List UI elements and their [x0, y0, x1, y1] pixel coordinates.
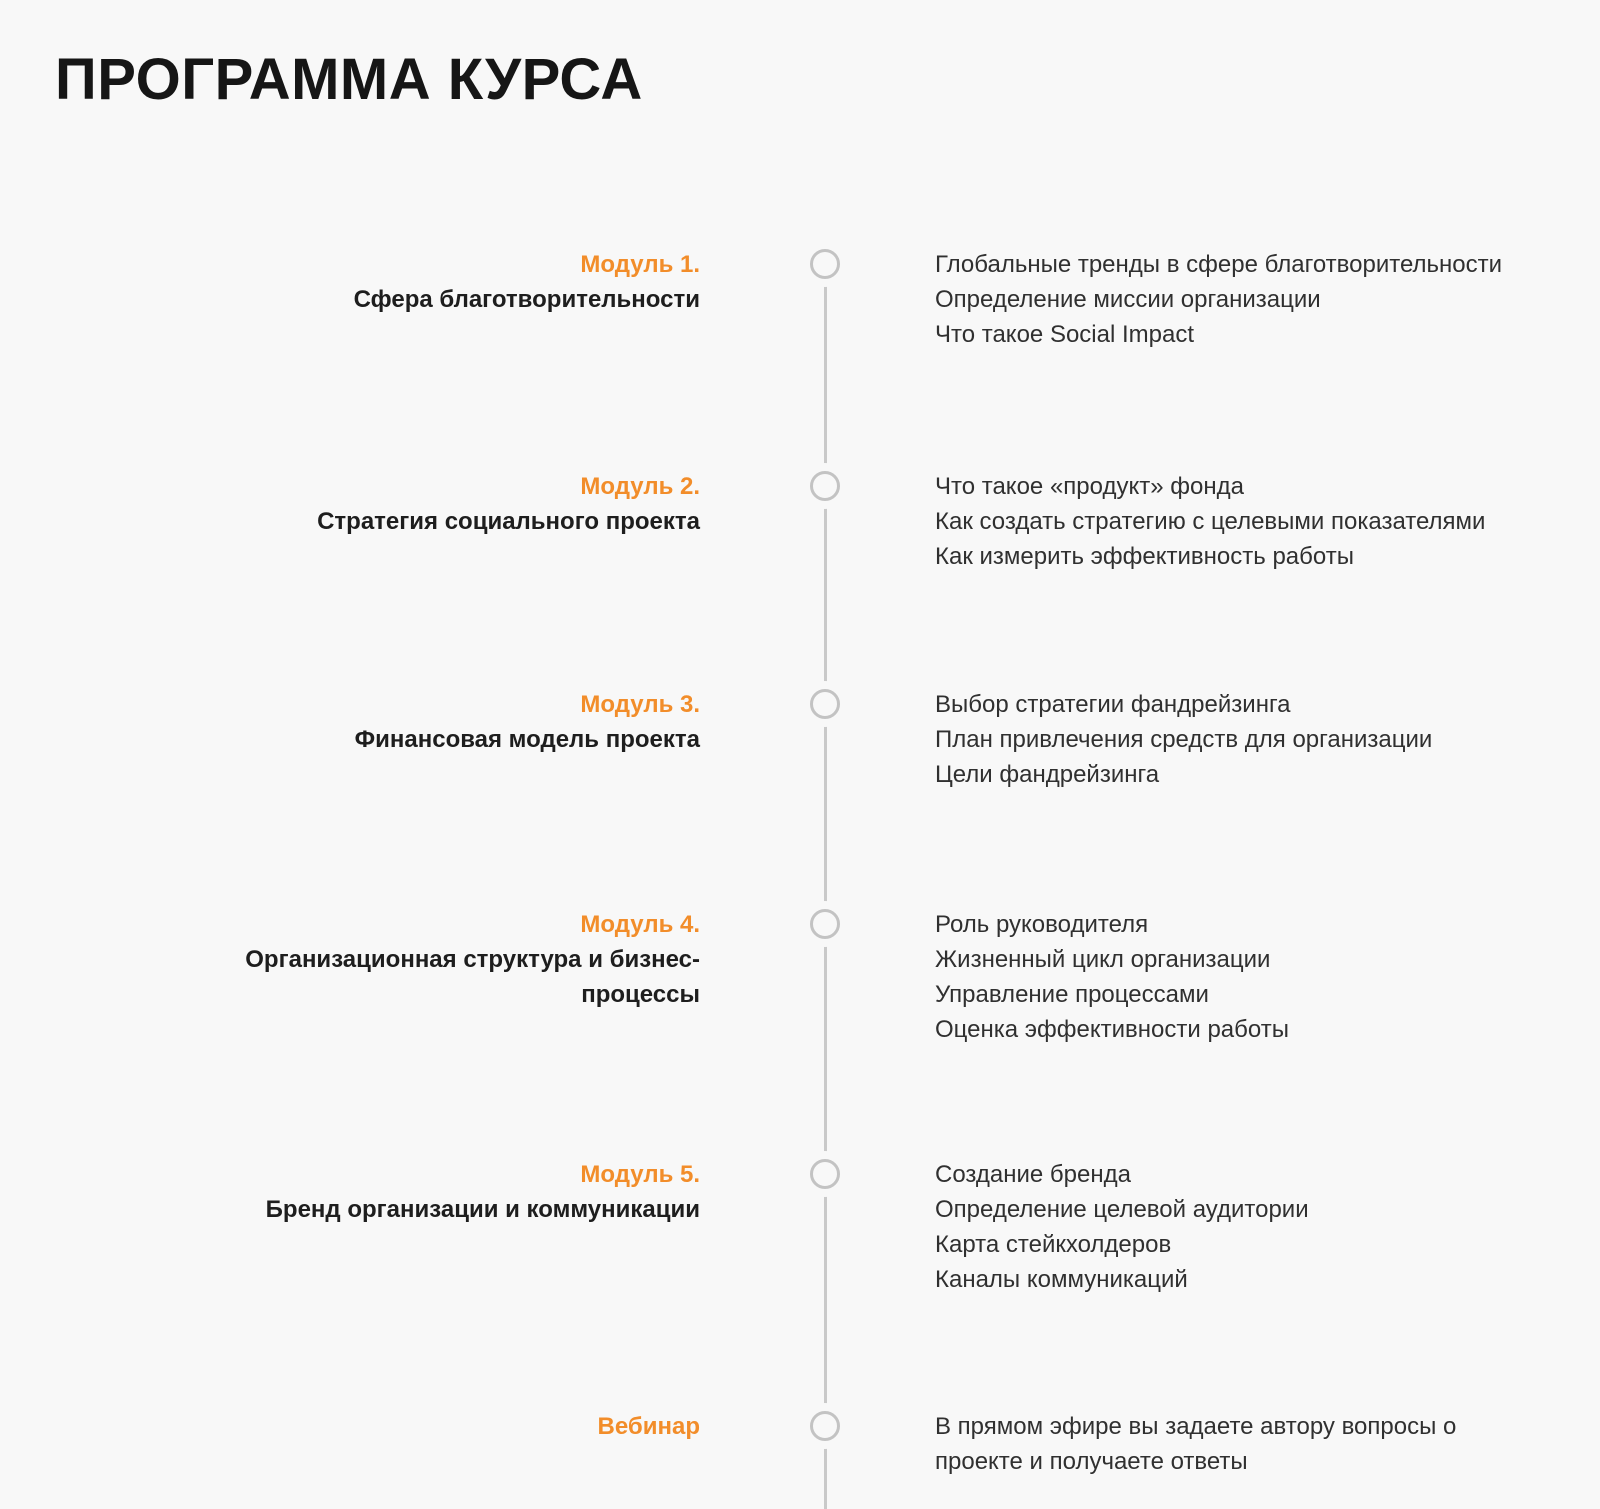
module-label-col: Модуль 2. Стратегия социального проекта — [200, 469, 700, 539]
timeline-node-circle — [810, 689, 840, 719]
topic-item: Как измерить эффективность работы — [935, 543, 1354, 570]
topic-item: Выбор стратегии фандрейзинга — [935, 691, 1291, 718]
module-title: Финансовая модель проекта — [354, 726, 700, 753]
topic-item: В прямом эфире вы задаете автору вопросы… — [935, 1413, 1457, 1475]
topic-item: Определение целевой аудитории — [935, 1196, 1309, 1223]
topic-item: Роль руководителя — [935, 911, 1149, 938]
timeline-node-circle — [810, 249, 840, 279]
topic-item: Каналы коммуникаций — [935, 1266, 1188, 1293]
module-label: Модуль 3. — [580, 691, 700, 718]
module-label-col: Вебинар — [200, 1409, 700, 1444]
module-label: Модуль 5. — [580, 1161, 700, 1188]
topic-item: Цели фандрейзинга — [935, 761, 1160, 788]
module-title: Бренд организации и коммуникации — [265, 1196, 700, 1223]
topic-item: Карта стейкхолдеров — [935, 1231, 1172, 1258]
topic-item: Оценка эффективности работы — [935, 1016, 1289, 1043]
page-title: ПРОГРАММА КУРСА — [55, 47, 643, 112]
module-title: Сфера благотворительности — [353, 286, 700, 313]
module-topics: Создание бренда Определение целевой ауди… — [935, 1157, 1535, 1297]
timeline-node-circle — [810, 1159, 840, 1189]
topic-item: Жизненный цикл организации — [935, 946, 1271, 973]
module-topics: Глобальные тренды в сфере благотворитель… — [935, 247, 1535, 352]
topic-item: Определение миссии организации — [935, 286, 1321, 313]
module-topics: Роль руководителя Жизненный цикл организ… — [935, 907, 1535, 1047]
module-title: Организационная структура и бизнес-проце… — [245, 946, 700, 1008]
timeline-line — [824, 264, 827, 1509]
module-topics: В прямом эфире вы задаете автору вопросы… — [935, 1409, 1505, 1479]
module-label-col: Модуль 1. Сфера благотворительности — [200, 247, 700, 317]
module-title: Стратегия социального проекта — [317, 508, 700, 535]
module-label: Модуль 2. — [580, 473, 700, 500]
module-label-col: Модуль 3. Финансовая модель проекта — [200, 687, 700, 757]
module-topics: Что такое «продукт» фонда Как создать ст… — [935, 469, 1535, 574]
topic-item: Создание бренда — [935, 1161, 1131, 1188]
module-label: Модуль 1. — [580, 251, 700, 278]
topic-item: Управление процессами — [935, 981, 1209, 1008]
timeline-node-circle — [810, 909, 840, 939]
module-label: Вебинар — [597, 1413, 700, 1440]
topic-item: Что такое Social Impact — [935, 321, 1194, 348]
module-label: Модуль 4. — [580, 911, 700, 938]
topic-item: Что такое «продукт» фонда — [935, 473, 1244, 500]
module-topics: Выбор стратегии фандрейзинга План привле… — [935, 687, 1535, 792]
topic-item: Глобальные тренды в сфере благотворитель… — [935, 251, 1502, 278]
timeline-node-circle — [810, 471, 840, 501]
module-label-col: Модуль 5. Бренд организации и коммуникац… — [200, 1157, 700, 1227]
timeline-node-circle — [810, 1411, 840, 1441]
module-label-col: Модуль 4. Организационная структура и би… — [200, 907, 700, 1012]
topic-item: Как создать стратегию с целевыми показат… — [935, 508, 1486, 535]
topic-item: План привлечения средств для организации — [935, 726, 1433, 753]
